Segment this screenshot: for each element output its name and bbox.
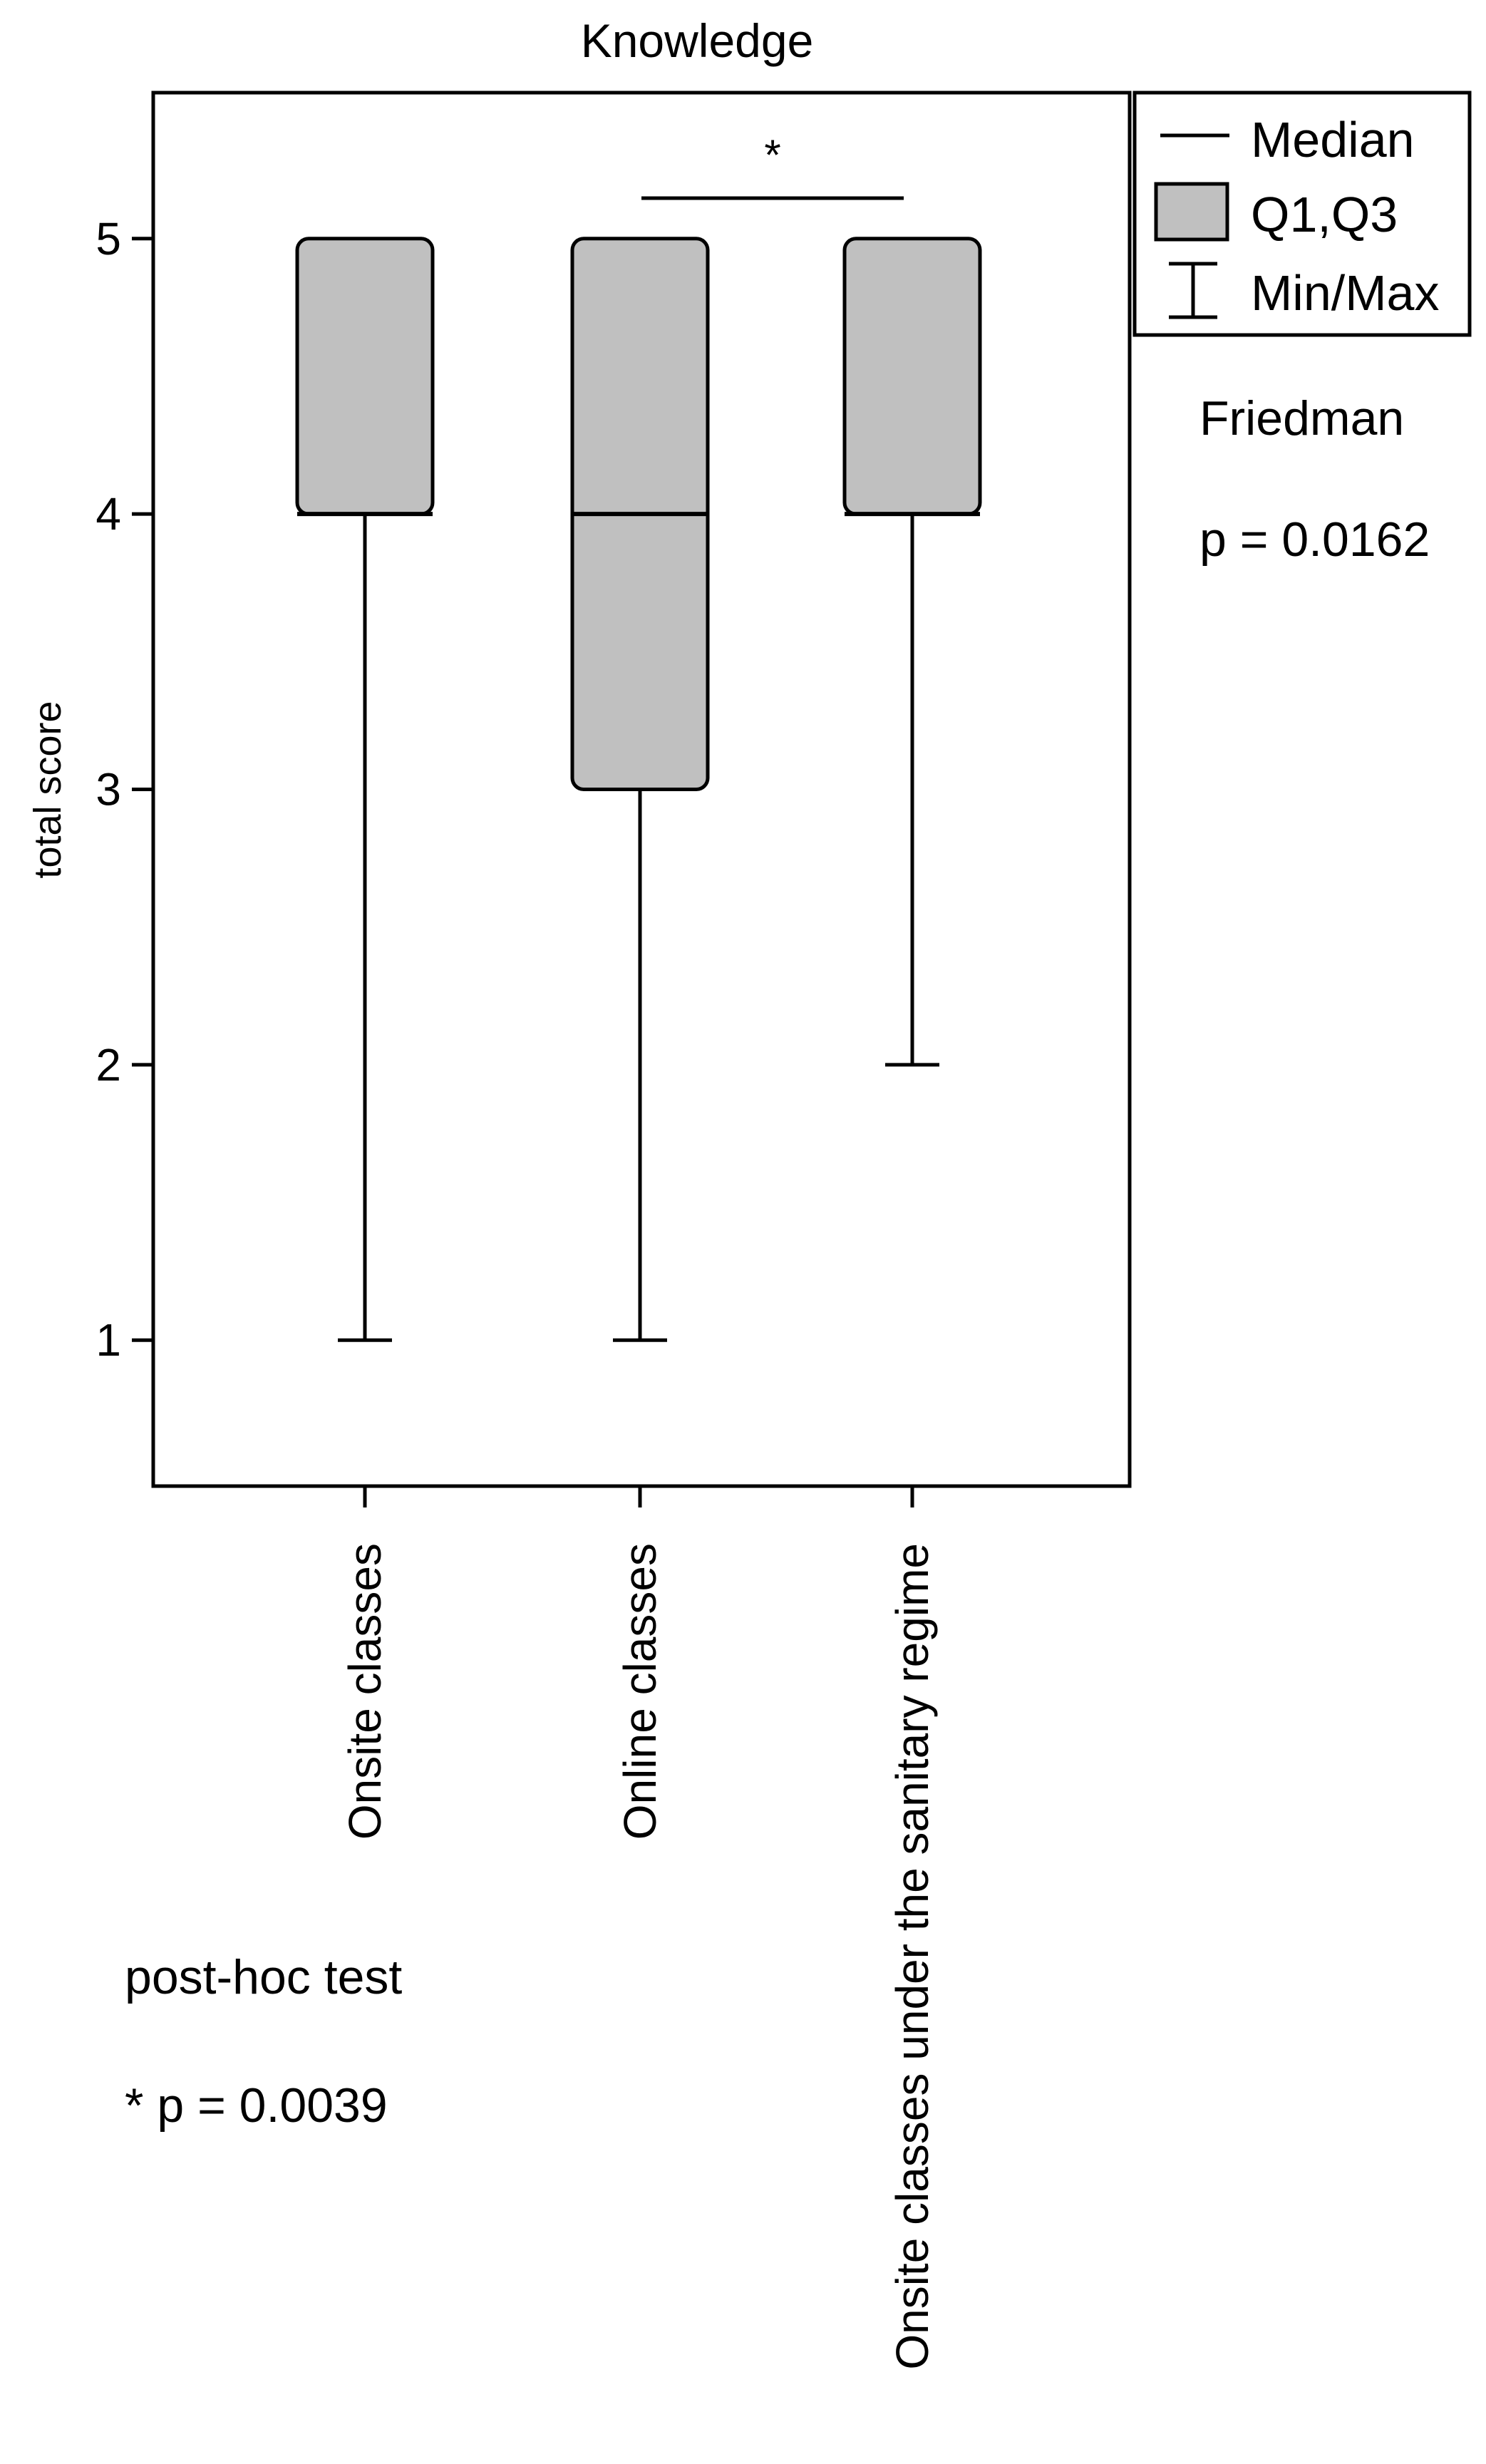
friedman-label: Friedman (1199, 391, 1405, 445)
chart-title: Knowledge (581, 14, 814, 67)
iqr-box (842, 237, 982, 516)
x-tick-label: Onsite classes under the sanitary regime (887, 1543, 938, 2370)
legend: Median Q1,Q3 Min/Max (1132, 91, 1472, 337)
legend-whisker-label: Min/Max (1251, 265, 1439, 321)
posthoc-label: post-hoc test (125, 1950, 403, 2004)
y-tick-label: 4 (96, 488, 121, 540)
y-tick-label: 5 (96, 213, 121, 264)
legend-whisker-symbol (1169, 262, 1217, 319)
significance-marker: * (641, 131, 904, 200)
box-group (842, 237, 982, 1067)
box-series (295, 237, 982, 1342)
y-tick-label: 1 (96, 1314, 121, 1366)
friedman-p-value: p = 0.0162 (1199, 512, 1430, 567)
x-tick-label: Online classes (614, 1543, 666, 1840)
iqr-box (295, 237, 435, 516)
x-tick-label: Onsite classes (339, 1543, 391, 1840)
y-axis-label: total score (26, 701, 69, 878)
posthoc-p-value: * p = 0.0039 (125, 2078, 388, 2133)
legend-median-label: Median (1251, 112, 1415, 167)
legend-box-label: Q1,Q3 (1251, 187, 1398, 242)
y-axis: 1 2 3 4 5 (96, 213, 153, 1366)
y-tick-label: 2 (96, 1039, 121, 1091)
x-axis: Onsite classes Online classes Onsite class… (339, 1486, 938, 2370)
significance-star: * (764, 131, 780, 179)
box-group (570, 237, 710, 1342)
box-group (295, 237, 435, 1342)
y-tick-label: 3 (96, 764, 121, 815)
legend-box-symbol (1154, 182, 1229, 242)
